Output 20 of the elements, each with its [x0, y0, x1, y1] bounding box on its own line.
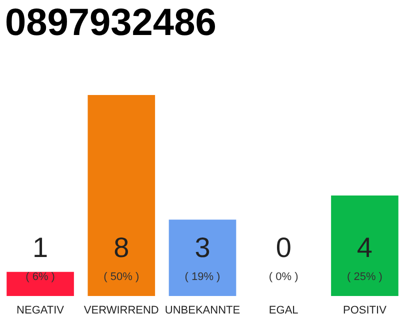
data-label: ( 0% ) [268, 271, 298, 283]
data-label: ( 25% ) [346, 271, 382, 283]
bar [6, 272, 74, 296]
x-tick-label: VERWIRREND [84, 304, 159, 316]
chart-title: 0897932486 [5, 2, 216, 44]
annotation: 4 [356, 232, 373, 263]
annotation: 1 [32, 232, 48, 263]
data-label: ( 19% ) [184, 271, 220, 283]
bar [331, 196, 398, 296]
x-tick-label: NEGATIV [16, 304, 65, 316]
x-tick-label: UNBEKANNTE [164, 304, 240, 316]
annotation: 0 [276, 232, 292, 263]
x-tick-label: POSITIV [343, 304, 388, 316]
annotation: 3 [194, 232, 210, 263]
annotation: 8 [114, 232, 130, 263]
bar [168, 220, 236, 296]
bar [88, 95, 156, 296]
x-tick-label: EGAL [268, 304, 298, 316]
data-label: ( 6% ) [26, 271, 55, 283]
data-label: ( 50% ) [104, 271, 140, 283]
